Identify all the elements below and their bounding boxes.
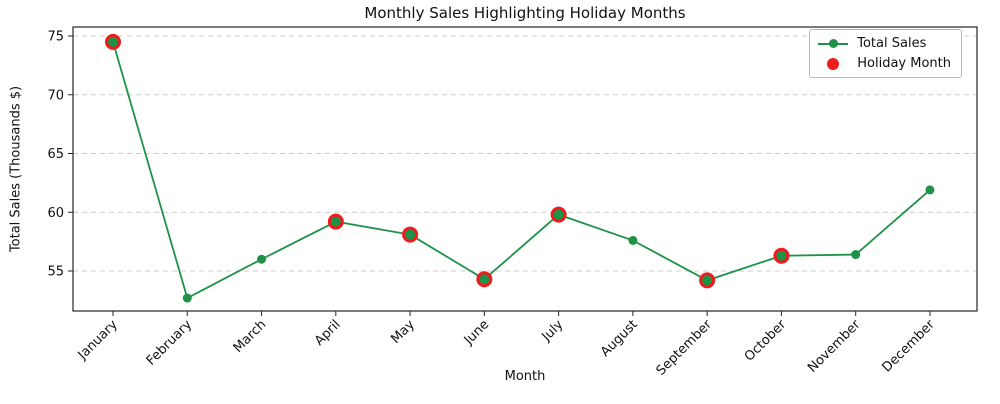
x-tick-label: March <box>231 317 270 356</box>
data-point-marker <box>851 250 861 260</box>
data-point-marker <box>257 254 267 264</box>
legend-item-holiday-month: Holiday Month <box>818 56 951 71</box>
data-point-marker <box>925 185 935 195</box>
data-point-marker <box>108 36 118 47</box>
data-point-marker <box>776 250 787 261</box>
data-point-marker <box>182 293 192 303</box>
y-tick-label: 75 <box>47 30 64 45</box>
sales-line <box>112 41 931 299</box>
data-point-marker <box>405 229 416 240</box>
x-tick-label: January <box>75 317 121 363</box>
red-dot-icon <box>818 57 848 71</box>
chart-title: Monthly Sales Highlighting Holiday Month… <box>364 4 686 22</box>
legend-label-total-sales: Total Sales <box>857 36 927 51</box>
y-tick-label: 55 <box>47 265 64 280</box>
data-point-marker <box>628 235 638 245</box>
legend: Total Sales Holiday Month <box>809 29 962 78</box>
y-tick-label: 70 <box>47 88 64 103</box>
y-tick-label: 60 <box>47 206 64 221</box>
x-tick-label: December <box>880 317 939 376</box>
x-tick-label: August <box>598 317 641 360</box>
line-marker-icon <box>818 37 849 51</box>
data-point-marker <box>702 275 713 286</box>
x-tick-label: May <box>388 317 418 347</box>
x-tick-label: October <box>742 317 790 365</box>
data-point-marker <box>553 209 564 220</box>
legend-item-total-sales: Total Sales <box>818 36 951 51</box>
x-tick-label: February <box>144 317 196 369</box>
x-tick-label: November <box>805 317 864 376</box>
x-tick-label: June <box>461 317 492 348</box>
data-point-marker <box>330 216 341 227</box>
y-axis-label: Total Sales (Thousands $) <box>8 85 24 253</box>
x-tick-label: April <box>312 317 344 349</box>
axes-spines <box>72 26 978 312</box>
y-tick-label: 65 <box>47 147 64 162</box>
x-axis-label: Month <box>504 369 546 384</box>
data-point-marker <box>479 274 490 285</box>
x-tick-label: July <box>539 317 567 345</box>
legend-label-holiday-month: Holiday Month <box>857 56 951 71</box>
